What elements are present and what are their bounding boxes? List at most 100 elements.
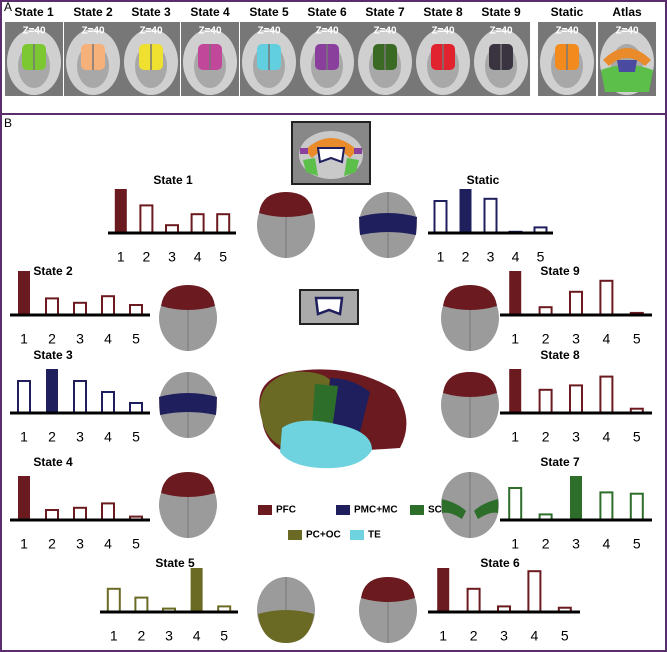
bar — [18, 271, 30, 315]
chart-title: State 3 — [33, 348, 73, 362]
x-tick-label: 4 — [104, 536, 112, 552]
bar — [139, 204, 154, 234]
chart-title: State 4 — [33, 455, 73, 469]
x-tick-label: 5 — [633, 429, 641, 445]
x-tick-label: 2 — [48, 536, 56, 552]
thumb-title: Atlas — [612, 5, 642, 19]
x-tick-label: 3 — [165, 628, 173, 644]
x-tick-label: 1 — [20, 331, 28, 347]
x-tick-label: 2 — [48, 331, 56, 347]
thumb-title: State 3 — [131, 5, 171, 19]
x-tick-label: 3 — [572, 331, 580, 347]
bar — [570, 476, 582, 520]
bar — [509, 271, 522, 315]
legend-swatch — [336, 505, 350, 515]
x-tick-label: 5 — [219, 249, 227, 265]
bar — [569, 290, 583, 316]
chart-title: State 6 — [480, 556, 520, 570]
brain-region — [258, 610, 314, 643]
chart-title: State 5 — [155, 556, 195, 570]
x-tick-label: 2 — [542, 536, 550, 552]
bar — [45, 297, 59, 316]
slice-label: Z=40 — [198, 26, 222, 37]
slice-label: Z=40 — [489, 26, 513, 37]
atlas-region — [617, 60, 637, 72]
x-tick-label: 3 — [572, 536, 580, 552]
slice-label: Z=40 — [257, 26, 281, 37]
thumb-title: State 2 — [73, 5, 113, 19]
x-tick-label: 1 — [20, 429, 28, 445]
x-tick-label: 4 — [603, 331, 611, 347]
slice-label: Z=40 — [615, 26, 639, 37]
chart-title: State 2 — [33, 264, 73, 278]
bar — [508, 487, 523, 521]
x-tick-label: 5 — [633, 536, 641, 552]
x-tick-label: 5 — [132, 331, 140, 347]
bar — [17, 380, 31, 414]
brain-region — [161, 285, 215, 310]
thumb-title: State 7 — [365, 5, 405, 19]
slice-label: Z=40 — [22, 26, 46, 37]
x-tick-label: 2 — [470, 628, 478, 644]
x-tick-label: 3 — [572, 429, 580, 445]
brain-3d — [259, 369, 407, 469]
panel-label: A — [4, 0, 12, 14]
brain-region — [359, 213, 417, 235]
brain-region — [443, 285, 497, 310]
bar — [599, 375, 614, 415]
x-tick-label: 5 — [561, 628, 569, 644]
x-tick-label: 1 — [117, 249, 125, 265]
x-tick-label: 3 — [168, 249, 176, 265]
x-tick-label: 2 — [542, 429, 550, 445]
slice-label: Z=40 — [81, 26, 105, 37]
x-tick-label: 3 — [487, 249, 495, 265]
bar — [73, 380, 87, 414]
x-tick-label: 1 — [511, 331, 519, 347]
legend-label: PFC — [276, 505, 296, 516]
x-tick-label: 4 — [104, 331, 112, 347]
bar — [509, 369, 522, 413]
bar — [190, 568, 203, 612]
bar — [527, 570, 542, 614]
x-tick-label: 4 — [603, 536, 611, 552]
panel-label: B — [4, 116, 12, 130]
bar — [459, 189, 472, 233]
bar — [134, 596, 149, 613]
bar — [599, 491, 614, 521]
slice-label: Z=40 — [431, 26, 455, 37]
slice-label: Z=40 — [555, 26, 579, 37]
brain-region — [443, 372, 497, 397]
bar — [101, 502, 115, 521]
bar — [433, 200, 448, 234]
bar — [466, 587, 481, 613]
bar — [73, 506, 87, 521]
x-tick-label: 4 — [193, 628, 201, 644]
x-tick-label: 2 — [462, 249, 470, 265]
x-tick-label: 3 — [76, 331, 84, 347]
legend-label: PC+OC — [306, 530, 341, 541]
bar — [73, 301, 87, 316]
x-tick-label: 1 — [511, 429, 519, 445]
bar — [216, 213, 231, 234]
bar — [569, 384, 583, 414]
brain-region — [442, 499, 498, 519]
bar — [190, 213, 205, 234]
x-tick-label: 2 — [48, 429, 56, 445]
legend-label: SC — [428, 505, 442, 516]
atlas-region — [603, 48, 651, 66]
bar — [46, 369, 58, 413]
brain-region — [161, 472, 215, 497]
legend-swatch — [350, 530, 364, 540]
x-tick-label: 1 — [110, 628, 118, 644]
x-tick-label: 4 — [194, 249, 202, 265]
bar — [437, 568, 450, 612]
thumb-title: State 5 — [249, 5, 289, 19]
x-tick-label: 2 — [143, 249, 151, 265]
x-tick-label: 4 — [512, 249, 520, 265]
bar — [629, 492, 644, 522]
legend-label: TE — [368, 530, 381, 541]
brain-region — [159, 393, 217, 415]
thumb-title: State 9 — [481, 5, 521, 19]
thumb-title: State 4 — [190, 5, 230, 19]
